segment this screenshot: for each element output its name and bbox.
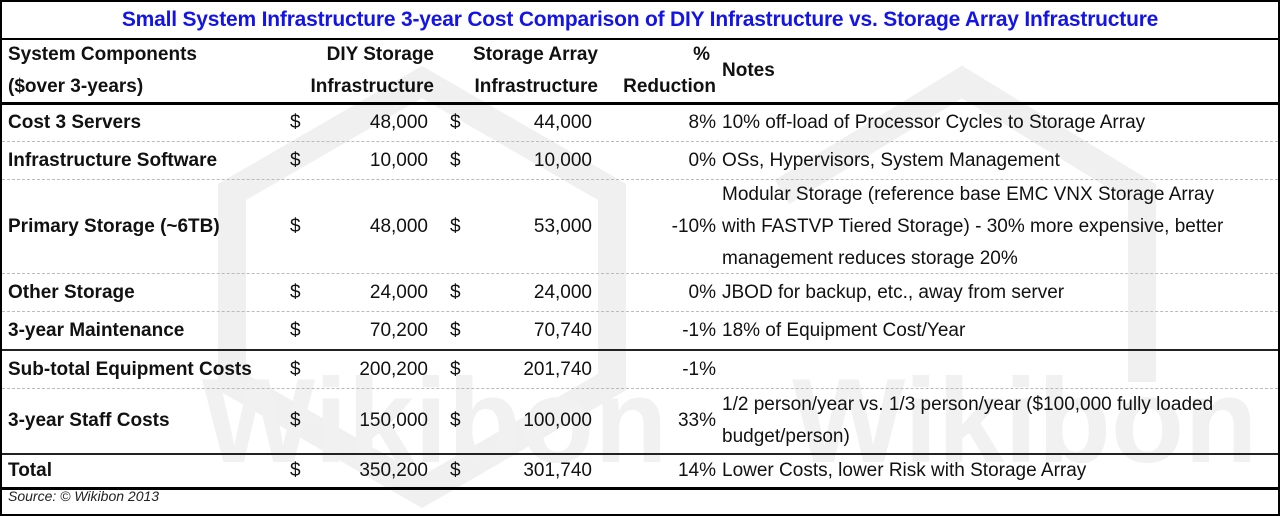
array-value: 10,000 bbox=[533, 149, 592, 171]
currency-symbol: $ bbox=[290, 460, 301, 481]
array-value: 201,740 bbox=[523, 358, 592, 380]
row-notes: 18% of Equipment Cost/Year bbox=[722, 319, 966, 341]
currency-symbol: $ bbox=[290, 111, 301, 133]
currency-symbol: $ bbox=[450, 410, 461, 431]
currency-symbol: $ bbox=[450, 149, 461, 171]
array-value: 301,740 bbox=[523, 460, 592, 481]
table-row: Primary Storage (~6TB) $ 48,000 $ 53,000… bbox=[2, 180, 1278, 274]
currency-symbol: $ bbox=[450, 281, 461, 303]
row-component: Other Storage bbox=[8, 281, 135, 303]
header-row: System Components ($over 3-years) DIY St… bbox=[2, 40, 1278, 105]
diy-value: 150,000 bbox=[359, 410, 428, 431]
currency-symbol: $ bbox=[290, 149, 301, 171]
currency-symbol: $ bbox=[290, 358, 301, 380]
row-component: Sub-total Equipment Costs bbox=[8, 358, 252, 380]
table-row: Infrastructure Software $ 10,000 $ 10,00… bbox=[2, 142, 1278, 180]
header-array: Storage Array Infrastructure bbox=[473, 44, 598, 97]
table-row: Cost 3 Servers $ 48,000 $ 44,000 8% 10% … bbox=[2, 104, 1278, 142]
row-component: 3-year Staff Costs bbox=[8, 410, 170, 431]
row-notes: Lower Costs, lower Risk with Storage Arr… bbox=[722, 460, 1087, 481]
header-reduction: % Reduction bbox=[623, 44, 716, 97]
currency-symbol: $ bbox=[290, 410, 301, 431]
row-component: 3-year Maintenance bbox=[8, 319, 185, 341]
array-value: 53,000 bbox=[533, 215, 592, 237]
diy-value: 48,000 bbox=[369, 111, 428, 133]
array-value: 44,000 bbox=[533, 111, 592, 133]
diy-value: 200,200 bbox=[359, 358, 428, 380]
chart-title: Small System Infrastructure 3-year Cost … bbox=[121, 8, 1159, 31]
reduction-value: 0% bbox=[688, 149, 716, 171]
source-note: Source: © Wikibon 2013 bbox=[8, 488, 160, 504]
array-value: 100,000 bbox=[523, 410, 592, 431]
row-notes: Modular Storage (reference base EMC VNX … bbox=[722, 183, 1224, 269]
row-notes: JBOD for backup, etc., away from server bbox=[722, 281, 1065, 303]
array-value: 70,740 bbox=[533, 319, 592, 341]
header-notes: Notes bbox=[722, 60, 775, 81]
reduction-value: 8% bbox=[688, 111, 716, 133]
reduction-value: -1% bbox=[682, 319, 716, 341]
row-notes: OSs, Hypervisors, System Management bbox=[722, 149, 1060, 171]
table-row: Other Storage $ 24,000 $ 24,000 0% JBOD … bbox=[2, 274, 1278, 312]
subtotal-row: Sub-total Equipment Costs $ 200,200 $ 20… bbox=[2, 351, 1278, 389]
currency-symbol: $ bbox=[290, 215, 301, 237]
row-notes: 1/2 person/year vs. 1/3 person/year ($10… bbox=[722, 394, 1214, 447]
reduction-value: -10% bbox=[671, 215, 716, 237]
reduction-value: -1% bbox=[682, 358, 716, 380]
header-diy: DIY Storage Infrastructure bbox=[310, 44, 434, 97]
row-component: Cost 3 Servers bbox=[8, 111, 142, 133]
table-row: 3-year Staff Costs $ 150,000 $ 100,000 3… bbox=[2, 389, 1278, 455]
total-row: Total $ 350,200 $ 301,740 14% Lower Cost… bbox=[2, 455, 1278, 490]
diy-value: 350,200 bbox=[359, 460, 428, 481]
diy-value: 48,000 bbox=[369, 215, 428, 237]
title-bar: Small System Infrastructure 3-year Cost … bbox=[2, 2, 1278, 40]
diy-value: 70,200 bbox=[369, 319, 428, 341]
row-component: Total bbox=[8, 460, 52, 481]
reduction-value: 33% bbox=[677, 410, 716, 431]
currency-symbol: $ bbox=[450, 319, 461, 341]
table-row: 3-year Maintenance $ 70,200 $ 70,740 -1%… bbox=[2, 312, 1278, 351]
currency-symbol: $ bbox=[450, 460, 461, 481]
currency-symbol: $ bbox=[450, 111, 461, 133]
array-value: 24,000 bbox=[533, 281, 592, 303]
currency-symbol: $ bbox=[450, 358, 461, 380]
diy-value: 24,000 bbox=[369, 281, 428, 303]
currency-symbol: $ bbox=[450, 215, 461, 237]
reduction-value: 14% bbox=[677, 460, 716, 481]
row-notes: 10% off-load of Processor Cycles to Stor… bbox=[722, 111, 1146, 133]
currency-symbol: $ bbox=[290, 319, 301, 341]
currency-symbol: $ bbox=[290, 281, 301, 303]
header-components: System Components ($over 3-years) bbox=[8, 44, 197, 97]
row-notes bbox=[722, 351, 1272, 388]
row-component: Infrastructure Software bbox=[8, 149, 218, 171]
diy-value: 10,000 bbox=[369, 149, 428, 171]
reduction-value: 0% bbox=[688, 281, 716, 303]
row-component: Primary Storage (~6TB) bbox=[8, 215, 220, 237]
